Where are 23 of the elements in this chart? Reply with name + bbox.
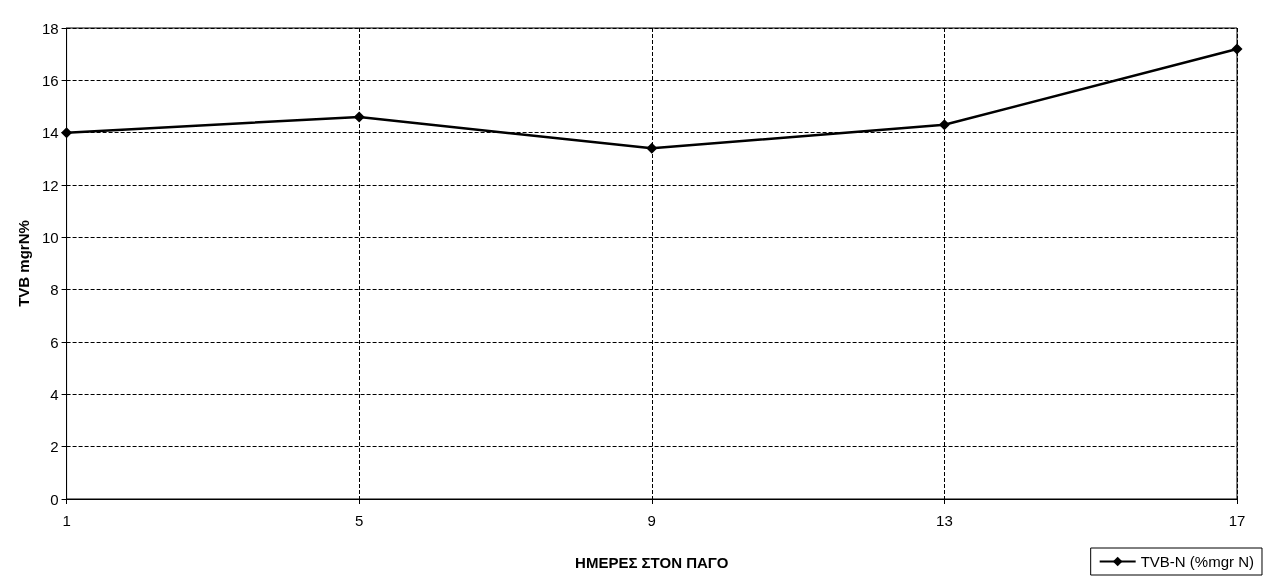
y-tick-label: 2 — [50, 438, 59, 456]
x-tick-label: 5 — [355, 512, 364, 529]
y-tick-label: 14 — [41, 124, 59, 142]
y-tick-label: 10 — [41, 228, 59, 246]
point — [646, 142, 658, 154]
y-axis-title: TVB mgrN% — [15, 220, 32, 307]
y-tick-label: 12 — [41, 176, 59, 194]
y-tick-label: 0 — [50, 490, 59, 508]
y-tick-label: 4 — [50, 385, 59, 403]
x-tick-label: 9 — [647, 512, 656, 529]
x-axis-title: ΗΜΕΡΕΣ ΣΤΟΝ ΠΑΓΟ — [575, 554, 729, 571]
y-tick-label: 8 — [50, 281, 59, 299]
y-tick-label: 18 — [41, 19, 59, 37]
point — [61, 127, 73, 139]
point — [353, 111, 365, 123]
point — [1231, 43, 1243, 55]
y-tick-label: 16 — [41, 71, 59, 89]
x-tick-label: 1 — [62, 512, 71, 529]
y-tick-label: 6 — [50, 333, 59, 351]
point — [938, 119, 950, 131]
legend-label: TVB-N (%mgr N) — [1140, 553, 1254, 570]
x-tick-label: 13 — [936, 512, 953, 529]
x-tick-label: 17 — [1228, 512, 1246, 529]
